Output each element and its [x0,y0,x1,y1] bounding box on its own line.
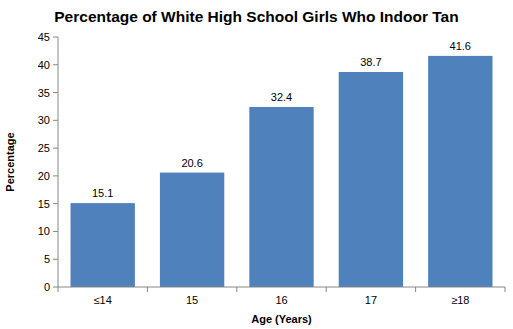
x-tick-label: ≥18 [451,294,469,306]
y-tick [53,64,58,65]
y-tick-label: 15 [38,198,50,210]
x-tick-label: ≤14 [94,294,112,306]
y-tick-label: 20 [38,170,50,182]
bar [160,173,224,287]
data-label: 20.6 [181,157,202,169]
y-tick [53,175,58,176]
y-tick [53,92,58,93]
data-label: 15.1 [92,187,113,199]
y-tick [53,231,58,232]
y-axis-line [58,37,59,287]
chart-title: Percentage of White High School Girls Wh… [54,8,458,25]
x-tick-label: 16 [275,294,287,306]
bar [339,72,403,287]
y-tick [53,259,58,260]
data-label: 38.7 [360,56,381,68]
chart-container: Percentage of White High School Girls Wh… [0,0,513,329]
x-tick-label: 17 [365,294,377,306]
y-tick-label: 25 [38,142,50,154]
bar [249,107,313,287]
x-tick [415,287,416,292]
x-tick [147,287,148,292]
chart-svg: Percentage of White High School Girls Wh… [0,0,513,329]
y-tick-label: 45 [38,31,50,43]
y-tick [53,120,58,121]
bars [71,56,493,287]
y-tick-label: 35 [38,87,50,99]
y-tick-label: 40 [38,59,50,71]
y-tick-label: 30 [38,114,50,126]
x-tick [58,287,59,292]
data-label: 32.4 [271,91,292,103]
y-tick-label: 10 [38,225,50,237]
y-tick-label: 5 [44,253,50,265]
x-tick [326,287,327,292]
x-tick [505,287,506,292]
y-tick [53,287,58,288]
bar [71,203,135,287]
x-axis-line [58,287,505,288]
y-tick-label: 0 [44,281,50,293]
x-axis-label: Age (Years) [251,313,312,325]
x-tick-label: 15 [186,294,198,306]
bar [428,56,492,287]
y-tick [53,203,58,204]
y-axis-label: Percentage [4,132,16,191]
x-tick [236,287,237,292]
y-tick [53,37,58,38]
y-tick [53,148,58,149]
data-label: 41.6 [450,40,471,52]
